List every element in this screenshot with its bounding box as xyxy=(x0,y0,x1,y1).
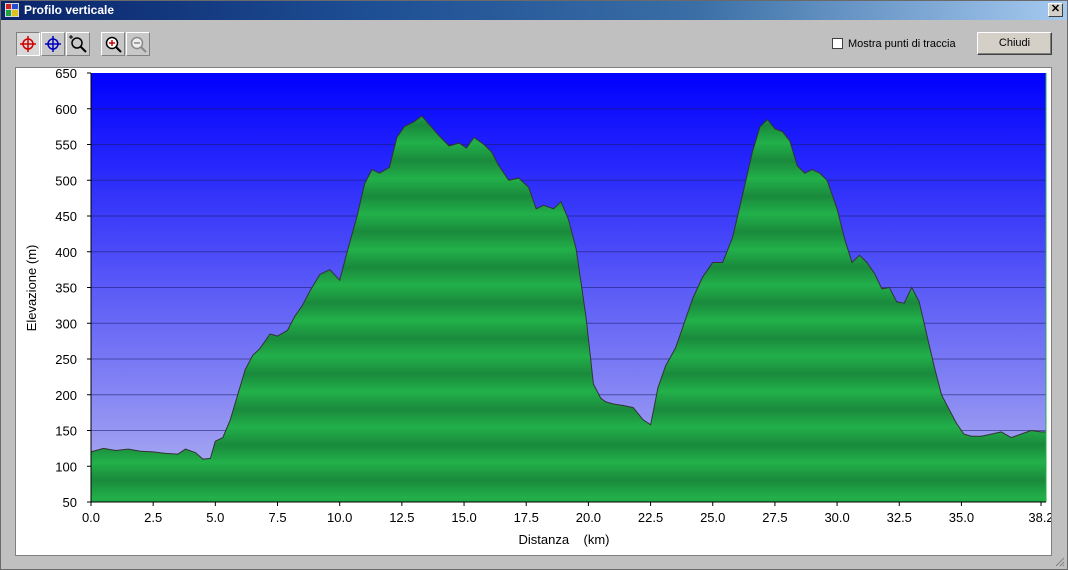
x-tick-label: 32.5 xyxy=(887,510,912,525)
x-tick-label: 5.0 xyxy=(206,510,224,525)
zoom-in-icon xyxy=(105,36,122,53)
window-title: Profilo verticale xyxy=(24,3,115,17)
x-tick-label: 22.5 xyxy=(638,510,663,525)
show-points-checkbox[interactable] xyxy=(832,38,843,49)
y-tick-label: 50 xyxy=(63,495,77,510)
y-tick-label: 550 xyxy=(55,138,77,153)
crosshair-blue-icon xyxy=(45,36,61,52)
crosshair-red-button[interactable] xyxy=(16,32,40,56)
crosshair-red-icon xyxy=(20,36,36,52)
x-tick-label: 27.5 xyxy=(762,510,787,525)
zoom-region-button[interactable] xyxy=(66,32,90,56)
y-axis-ticks: 50 100 150 200 250 300 350 400 450 500 550 600 650 xyxy=(55,68,91,510)
close-icon[interactable]: ✕ xyxy=(1048,3,1063,17)
show-points-label: Mostra punti di traccia xyxy=(848,38,956,50)
app-icon xyxy=(5,3,19,17)
zoom-in-button[interactable] xyxy=(101,32,125,56)
resize-grip-icon[interactable] xyxy=(1053,555,1065,567)
y-axis-label: Elevazione (m) xyxy=(24,245,39,332)
x-axis-label: Distanza (km) xyxy=(518,532,609,547)
toolbar: Mostra punti di traccia Chiudi xyxy=(1,21,1067,65)
x-tick-label: 30.0 xyxy=(824,510,849,525)
x-tick-label: 10.0 xyxy=(327,510,352,525)
x-tick-label: 7.5 xyxy=(268,510,286,525)
x-tick-label: 17.5 xyxy=(514,510,539,525)
y-tick-label: 150 xyxy=(55,424,77,439)
y-tick-label: 400 xyxy=(55,245,77,260)
zoom-region-icon xyxy=(69,35,87,53)
x-tick-label: 35.0 xyxy=(949,510,974,525)
y-tick-label: 350 xyxy=(55,281,77,296)
close-button[interactable]: Chiudi xyxy=(977,32,1052,55)
x-tick-label: 20.0 xyxy=(576,510,601,525)
crosshair-blue-button[interactable] xyxy=(41,32,65,56)
x-tick-label: 2.5 xyxy=(144,510,162,525)
x-axis-ticks: 0.0 2.5 5.0 7.5 10.0 12.5 15.0 17.5 20.0 22.5 25.0… xyxy=(82,502,1051,525)
y-tick-label: 300 xyxy=(55,316,77,331)
y-tick-label: 250 xyxy=(55,352,77,367)
y-tick-label: 100 xyxy=(55,459,77,474)
terrain-area xyxy=(91,115,1046,502)
x-tick-label: 38.2 xyxy=(1028,510,1051,525)
y-tick-label: 650 xyxy=(55,68,77,81)
y-tick-label: 600 xyxy=(55,102,77,117)
y-tick-label: 450 xyxy=(55,209,77,224)
x-tick-label: 25.0 xyxy=(700,510,725,525)
x-tick-label: 12.5 xyxy=(389,510,414,525)
elevation-chart-panel: 50 100 150 200 250 300 350 400 450 500 550 600 650 0… xyxy=(15,67,1052,556)
title-bar[interactable]: Profilo verticale ✕ xyxy=(1,1,1067,20)
zoom-out-button[interactable] xyxy=(126,32,150,56)
zoom-out-icon xyxy=(130,36,147,53)
x-tick-label: 0.0 xyxy=(82,510,100,525)
y-tick-label: 200 xyxy=(55,388,77,403)
elevation-chart[interactable]: 50 100 150 200 250 300 350 400 450 500 550 600 650 0… xyxy=(16,68,1051,555)
x-tick-label: 15.0 xyxy=(451,510,476,525)
y-tick-label: 500 xyxy=(55,173,77,188)
